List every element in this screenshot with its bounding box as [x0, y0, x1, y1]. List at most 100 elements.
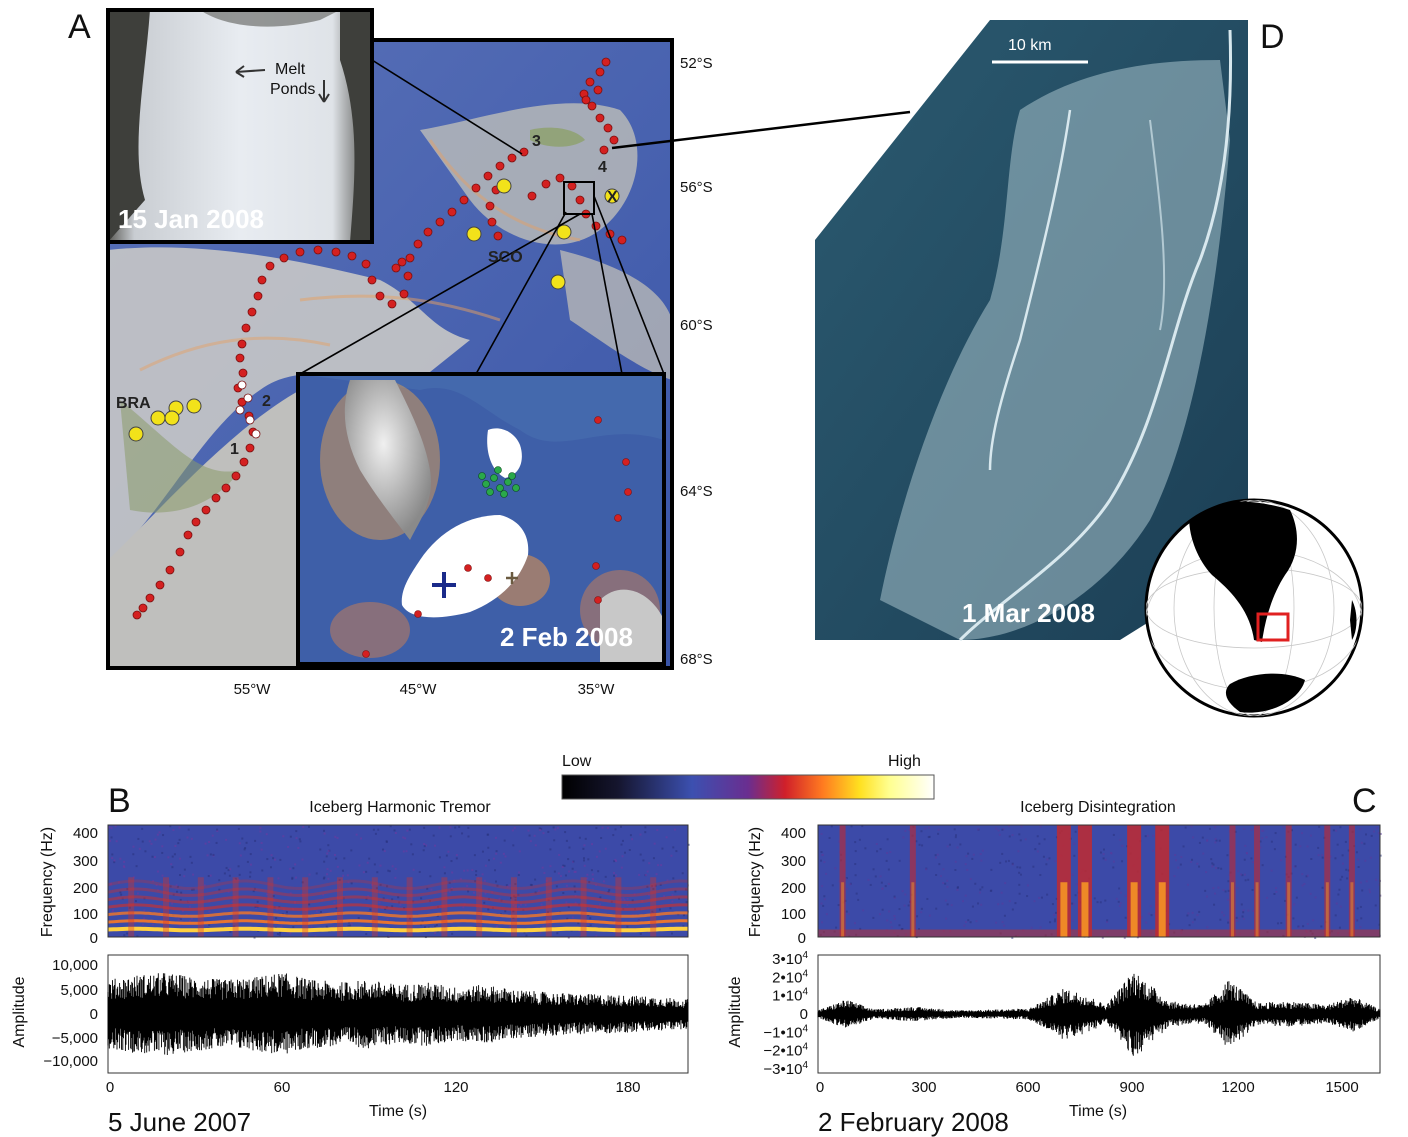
spectrogram-noise [117, 881, 120, 884]
spectrogram-noise [542, 832, 545, 835]
spectrogram-noise [555, 885, 558, 888]
spectrogram-noise [872, 916, 875, 919]
spectrogram-noise [1234, 830, 1237, 833]
spectrogram-noise [1378, 883, 1381, 886]
spectrogram-noise [1196, 862, 1199, 865]
spectrogram-noise [546, 911, 549, 914]
spectrogram-noise [572, 860, 575, 863]
spectrogram-noise [360, 837, 363, 840]
spectrogram-noise [901, 890, 904, 893]
spectrogram-noise [869, 883, 872, 886]
spectrogram-noise [447, 850, 450, 853]
spectrogram-noise [1039, 874, 1042, 877]
freq-tick: 400 [73, 825, 98, 842]
spectrogram-noise [443, 866, 446, 869]
spectrogram-noise [902, 836, 905, 839]
spectrogram-noise [276, 908, 279, 911]
spectrogram-noise [613, 874, 616, 877]
spectrogram-noise [845, 910, 848, 913]
spectrogram-noise [153, 856, 156, 859]
spectrogram-noise [651, 885, 654, 888]
spectrogram-noise [1363, 842, 1366, 845]
spectrogram-noise [494, 836, 497, 839]
spectrogram-noise [1020, 825, 1023, 828]
spectrogram-noise [915, 840, 918, 843]
panel-a-lat-labels: 52°S 56°S 60°S 64°S 68°S [680, 55, 713, 668]
spectrogram-noise [639, 853, 642, 856]
spectrogram-noise [1104, 858, 1107, 861]
spectrogram-noise [229, 868, 232, 871]
spectrogram-noise [1121, 844, 1124, 847]
spectrogram-noise [586, 873, 589, 876]
lat-label: 64°S [680, 483, 713, 500]
spectrogram-noise [938, 863, 941, 866]
spectrogram-noise [334, 835, 337, 838]
spectrogram-noise [666, 879, 669, 882]
spectrogram-noise [1265, 836, 1268, 839]
spectrogram-noise [1211, 862, 1214, 865]
spectrogram-noise [927, 836, 930, 839]
spectrogram-noise [1003, 924, 1006, 927]
disintegration-event-core [1255, 882, 1259, 937]
amp-tick: 1•104 [772, 987, 808, 1005]
spectrogram-noise [1033, 900, 1036, 903]
spectrogram-noise [152, 880, 155, 883]
spectrogram-noise [1247, 909, 1250, 912]
spectrogram-noise [137, 837, 140, 840]
spectrogram-noise [608, 889, 611, 892]
tremor-burst [406, 877, 413, 937]
spectrogram-noise [565, 839, 568, 842]
spectrogram-noise [1026, 895, 1029, 898]
spectrogram-noise [471, 869, 474, 872]
spectrogram-noise [1273, 892, 1276, 895]
spectrogram-noise [443, 872, 446, 875]
spectrogram-noise [549, 865, 552, 868]
spectrogram-noise [218, 930, 221, 933]
spectrogram-noise [1252, 909, 1255, 912]
spectrogram-noise [920, 911, 923, 914]
spectrogram-noise [553, 839, 556, 842]
spectrogram-noise [378, 901, 381, 904]
spectrogram-noise [458, 825, 461, 828]
spectrogram-noise [935, 873, 938, 876]
spectrogram-noise [333, 853, 336, 856]
spectrogram-noise [506, 885, 509, 888]
spectrogram-noise [621, 855, 624, 858]
spectrogram-noise [615, 860, 618, 863]
spectrogram-noise [964, 920, 967, 923]
spectrogram-noise [374, 832, 377, 835]
spectrogram-noise [448, 890, 451, 893]
spectrogram-noise [1049, 921, 1052, 924]
spectrogram-noise [633, 893, 636, 896]
inset-photo-15-jan: Melt Ponds 15 Jan 2008 [106, 8, 374, 244]
freq-tick: 100 [781, 906, 806, 923]
tremor-burst [267, 877, 274, 937]
spectrogram-noise [1261, 864, 1264, 867]
panel-b-date: 5 June 2007 [108, 1107, 251, 1137]
spectrogram-noise [971, 857, 974, 860]
spectrogram-noise [937, 828, 940, 831]
spectrogram-noise [956, 846, 959, 849]
tremor-burst [337, 877, 343, 937]
spectrogram-noise [1214, 826, 1217, 829]
amp-tick-exponent: 4 [802, 1023, 808, 1034]
tremor-burst [232, 877, 239, 937]
spectrogram-noise [211, 834, 214, 837]
panel-b-freq-ylabel: Frequency (Hz) [39, 827, 56, 937]
spectrogram-noise [1355, 851, 1358, 854]
spectrogram-noise [322, 829, 325, 832]
spectrogram-noise [661, 847, 664, 850]
spectrogram-noise [495, 850, 498, 853]
spectrogram-noise [423, 845, 426, 848]
spectrogram-noise [295, 876, 298, 879]
spectrogram-noise [539, 829, 542, 832]
spectrogram-noise [513, 895, 516, 898]
spectrogram-noise [937, 832, 940, 835]
spectrogram-noise [432, 834, 435, 837]
spectrogram-noise [512, 910, 515, 913]
spectrogram-noise [1093, 897, 1096, 900]
spectrogram-noise [229, 930, 232, 933]
spectrogram-noise [612, 834, 615, 837]
spectrogram-noise [397, 896, 400, 899]
spectrogram-noise [216, 829, 219, 832]
